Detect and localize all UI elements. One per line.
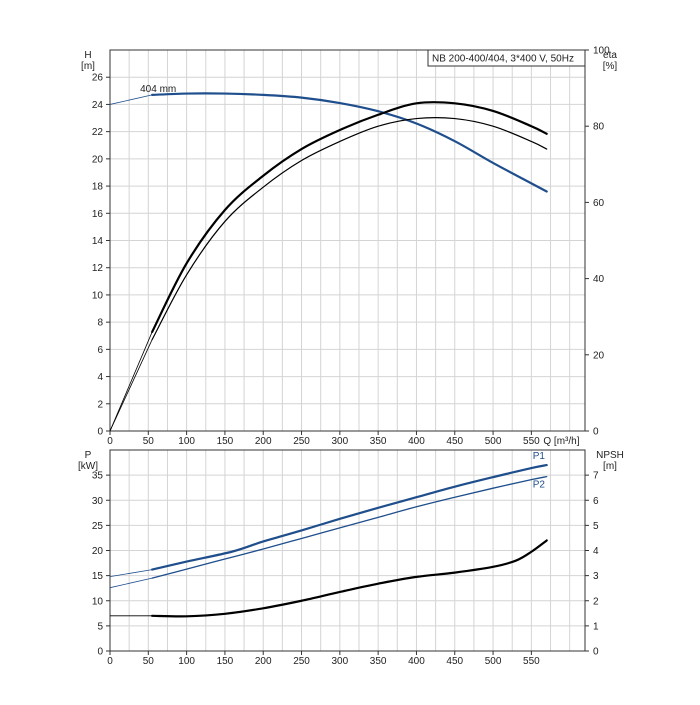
left-tick-label: 10	[92, 290, 104, 301]
left-tick-label: 18	[92, 182, 104, 193]
x-tick-label: 250	[293, 656, 310, 667]
x-tick-label: 200	[255, 656, 272, 667]
series-line-0-0	[151, 92, 548, 193]
x-tick-label: 500	[485, 436, 502, 447]
series-line-0-2	[151, 101, 548, 334]
right-tick-label: 0	[593, 427, 599, 438]
chart-title: NB 200-400/404, 3*400 V, 50Hz	[432, 54, 574, 65]
right-axis-unit: [%]	[603, 61, 618, 72]
right-tick-label: 40	[593, 274, 605, 285]
left-axis-unit: [m]	[81, 61, 95, 72]
x-tick-label: 450	[446, 656, 463, 667]
left-tick-label: 14	[92, 236, 104, 247]
x-tick-label: 50	[143, 656, 155, 667]
panel-power-npsh	[109, 449, 586, 652]
x-tick-label: 0	[107, 436, 113, 447]
series-label-1-1: P2	[533, 480, 546, 491]
series-leader-1-1	[109, 577, 153, 589]
left-tick-label: 30	[92, 496, 104, 507]
x-tick-label: 100	[178, 656, 195, 667]
left-tick-label: 12	[92, 263, 104, 274]
series-line-1-0	[151, 463, 548, 571]
left-tick-label: 0	[97, 647, 103, 658]
x-tick-label: 400	[408, 656, 425, 667]
right-axis-unit: [m]	[603, 461, 617, 472]
right-tick-label: 0	[593, 647, 599, 658]
right-tick-label: 60	[593, 198, 605, 209]
x-axis-title: Q [m³/h]	[543, 436, 579, 447]
right-tick-label: 2	[593, 596, 599, 607]
left-tick-label: 35	[92, 471, 104, 482]
left-tick-label: 24	[92, 100, 104, 111]
x-tick-label: 300	[331, 436, 348, 447]
x-tick-label: 0	[107, 656, 113, 667]
left-tick-label: 0	[97, 427, 103, 438]
x-tick-label: 550	[523, 656, 540, 667]
right-tick-label: 100	[593, 46, 610, 57]
x-tick-label: 200	[255, 436, 272, 447]
series-line-0-1	[151, 117, 548, 341]
right-axis-title: NPSH	[596, 450, 624, 461]
series-leader-0-0	[109, 94, 153, 105]
right-tick-label: 6	[593, 496, 599, 507]
left-tick-label: 4	[97, 372, 103, 383]
panel-head-efficiency	[109, 49, 586, 432]
left-tick-label: 20	[92, 154, 104, 165]
series-line-1-1	[151, 475, 548, 579]
x-tick-label: 50	[143, 436, 155, 447]
right-tick-label: 3	[593, 571, 599, 582]
left-tick-label: 10	[92, 596, 104, 607]
series-leader-0-1	[109, 339, 153, 432]
right-tick-label: 7	[593, 471, 599, 482]
right-tick-label: 5	[593, 521, 599, 532]
x-tick-label: 550	[523, 436, 540, 447]
left-tick-label: 6	[97, 345, 103, 356]
x-tick-label: 350	[370, 436, 387, 447]
series-label-0-0: 404 mm	[140, 84, 176, 95]
x-tick-label: 400	[408, 436, 425, 447]
right-tick-label: 1	[593, 621, 599, 632]
x-tick-label: 350	[370, 656, 387, 667]
left-tick-label: 16	[92, 209, 104, 220]
left-tick-label: 8	[97, 318, 103, 329]
x-tick-label: 100	[178, 436, 195, 447]
left-tick-label: 2	[97, 399, 103, 410]
series-label-1-0: P1	[533, 451, 546, 462]
x-tick-label: 250	[293, 436, 310, 447]
right-tick-label: 4	[593, 546, 599, 557]
left-axis-title: H	[84, 50, 91, 61]
right-tick-label: 20	[593, 350, 605, 361]
series-leader-1-0	[109, 569, 153, 578]
x-tick-label: 450	[446, 436, 463, 447]
left-tick-label: 5	[97, 621, 103, 632]
left-tick-label: 20	[92, 546, 104, 557]
right-tick-label: 80	[593, 122, 605, 133]
right-axis-title: eta	[603, 50, 617, 61]
title-box	[427, 49, 586, 67]
x-tick-label: 150	[217, 436, 234, 447]
left-tick-label: 26	[92, 73, 104, 84]
left-tick-label: 22	[92, 127, 104, 138]
series-leader-0-2	[109, 331, 153, 432]
x-tick-label: 300	[331, 656, 348, 667]
left-axis-unit: [kW]	[78, 461, 98, 472]
left-axis-title: P	[85, 450, 92, 461]
x-tick-label: 150	[217, 656, 234, 667]
left-tick-label: 15	[92, 571, 104, 582]
series-line-1-2	[151, 539, 548, 618]
x-tick-label: 500	[485, 656, 502, 667]
left-tick-label: 25	[92, 521, 104, 532]
